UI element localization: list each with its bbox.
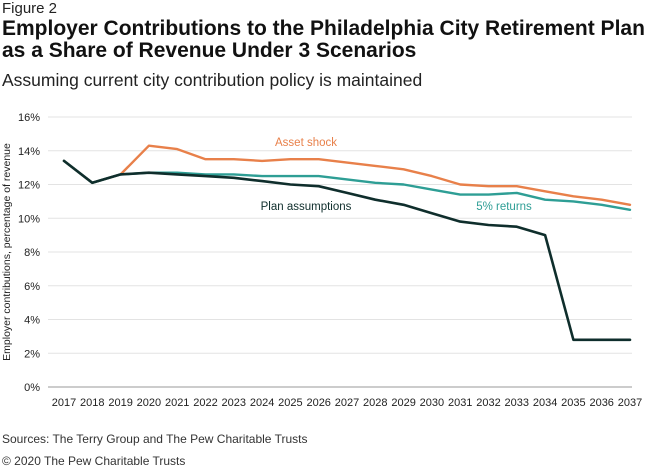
series-line-asset-shock: [62, 144, 632, 207]
series-label-5-returns: 5% returns: [476, 201, 532, 213]
y-tick-label: 10%: [18, 213, 40, 225]
sources-note: Sources: The Terry Group and The Pew Cha…: [2, 432, 308, 446]
y-tick-label: 4%: [24, 315, 40, 327]
x-tick-label: 2021: [165, 397, 189, 409]
y-tick-label: 16%: [18, 112, 40, 124]
x-tick-labels: 2017 2018 2019 2020 2021 2022 2023 2024 2025 2026…: [52, 397, 642, 409]
y-tick-label: 14%: [18, 146, 40, 158]
x-tick-label: 2023: [222, 397, 246, 409]
x-tick-label: 2027: [335, 397, 359, 409]
x-tick-label: 2018: [80, 397, 104, 409]
y-tick-label: 6%: [24, 281, 40, 293]
series-label-plan-assumptions: Plan assumptions: [261, 201, 352, 213]
y-tick-label: 12%: [18, 180, 40, 192]
copyright-note: © 2020 The Pew Charitable Trusts: [2, 454, 186, 468]
y-tick-label: 8%: [24, 247, 40, 259]
y-axis-label: Employer contributions, percentage of re…: [1, 143, 13, 361]
series-line-plan-assumptions: [62, 159, 632, 342]
x-tick-label: 2022: [193, 397, 217, 409]
x-tick-label: 2029: [391, 397, 415, 409]
x-tick-label: 2020: [137, 397, 161, 409]
series-lines: [62, 144, 632, 342]
x-tick-label: 2025: [278, 397, 302, 409]
x-tick-label: 2033: [505, 397, 529, 409]
y-tick-label: 0%: [24, 382, 40, 394]
x-tick-label: 2030: [420, 397, 444, 409]
x-tick-label: 2037: [618, 397, 642, 409]
x-tick-label: 2017: [52, 397, 76, 409]
x-tick-label: 2036: [589, 397, 613, 409]
x-tick-label: 2024: [250, 397, 274, 409]
chart-subtitle: Assuming current city contribution polic…: [2, 70, 423, 90]
x-tick-label: 2026: [306, 397, 330, 409]
figure-label: Figure 2: [2, 0, 58, 17]
chart-title: Employer Contributions to the Philadelph…: [2, 17, 645, 62]
y-tick-label: 2%: [24, 348, 40, 360]
y-tick-labels: 0% 2% 4% 6% 8% 10% 12% 14% 16%: [18, 112, 40, 394]
x-tick-label: 2028: [363, 397, 387, 409]
series-label-asset-shock: Asset shock: [275, 137, 337, 149]
x-tick-label: 2035: [561, 397, 585, 409]
x-tick-label: 2032: [476, 397, 500, 409]
x-tick-label: 2019: [108, 397, 132, 409]
x-tick-label: 2034: [533, 397, 557, 409]
x-tick-label: 2031: [448, 397, 472, 409]
